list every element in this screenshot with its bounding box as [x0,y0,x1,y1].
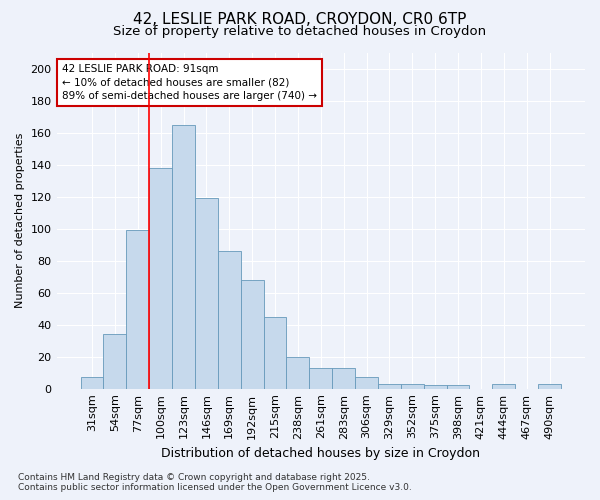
Bar [446,386,469,388]
Bar [538,384,561,388]
Bar [218,251,241,388]
Bar [310,368,332,388]
Text: 42, LESLIE PARK ROAD, CROYDON, CR0 6TP: 42, LESLIE PARK ROAD, CROYDON, CR0 6TP [133,12,467,28]
Bar [286,356,310,388]
Bar [332,368,355,388]
Bar [127,230,149,388]
Bar [378,384,401,388]
Y-axis label: Number of detached properties: Number of detached properties [15,133,25,308]
Bar [493,384,515,388]
Bar [103,334,127,388]
Bar [424,386,446,388]
Bar [80,378,103,388]
Text: Size of property relative to detached houses in Croydon: Size of property relative to detached ho… [113,25,487,38]
Bar [401,384,424,388]
Bar [355,378,378,388]
X-axis label: Distribution of detached houses by size in Croydon: Distribution of detached houses by size … [161,447,480,460]
Bar [263,316,286,388]
Bar [241,280,263,388]
Text: Contains HM Land Registry data © Crown copyright and database right 2025.
Contai: Contains HM Land Registry data © Crown c… [18,473,412,492]
Bar [195,198,218,388]
Text: 42 LESLIE PARK ROAD: 91sqm
← 10% of detached houses are smaller (82)
89% of semi: 42 LESLIE PARK ROAD: 91sqm ← 10% of deta… [62,64,317,100]
Bar [172,124,195,388]
Bar [149,168,172,388]
